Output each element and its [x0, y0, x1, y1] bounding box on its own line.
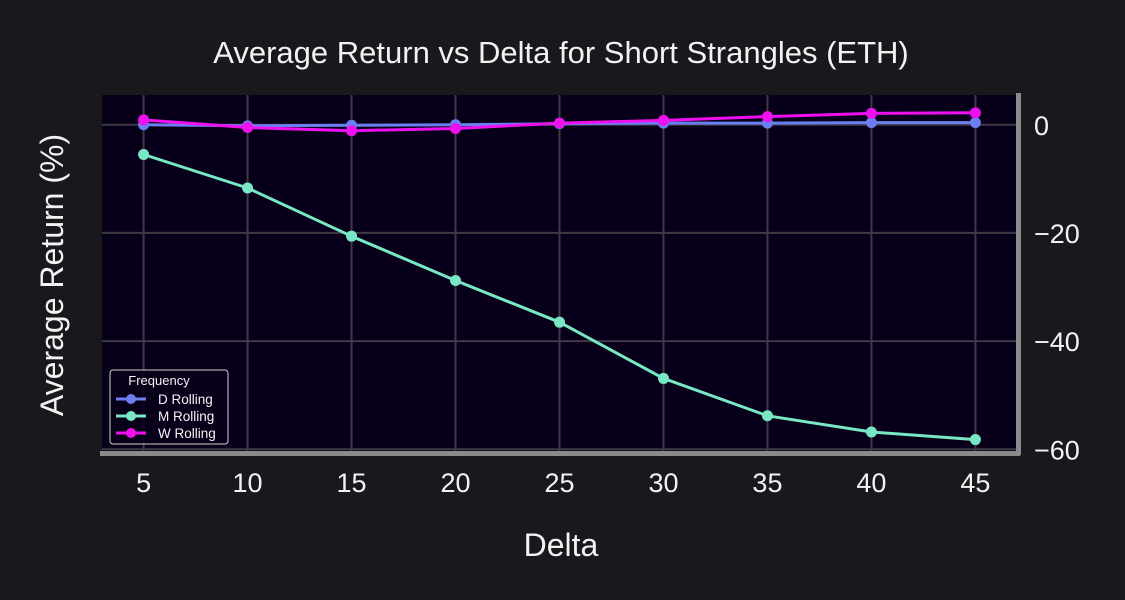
y-tick-label: −20 [1034, 219, 1080, 249]
data-point [761, 111, 773, 123]
data-point [657, 114, 669, 126]
data-point [865, 426, 877, 438]
data-point [657, 372, 669, 384]
legend-label: D Rolling [158, 392, 213, 407]
x-tick-label: 20 [440, 468, 470, 498]
data-point [761, 410, 773, 422]
x-tick-label: 40 [856, 468, 886, 498]
data-point [554, 117, 565, 129]
data-point [450, 275, 462, 287]
legend-item: D Rolling [116, 392, 213, 407]
y-tick-label: 0 [1034, 111, 1049, 141]
legend-title: Frequency [128, 373, 190, 388]
data-point [346, 230, 358, 242]
y-tick-label: −40 [1034, 327, 1080, 357]
data-point [138, 114, 150, 126]
x-axis-label: Delta [524, 527, 599, 563]
data-point [346, 125, 358, 137]
axes-spines [100, 93, 1021, 456]
x-tick-label: 10 [233, 468, 263, 498]
x-tick-label: 35 [752, 468, 782, 498]
data-point [242, 182, 254, 194]
legend: Frequency D Rolling M Rolling W Rolling [109, 369, 229, 445]
x-tick-label: 25 [544, 468, 574, 498]
data-point [969, 434, 981, 446]
x-tick-label: 5 [136, 468, 151, 498]
legend-label: W Rolling [158, 426, 216, 441]
chart-title: Average Return vs Delta for Short Strang… [213, 35, 909, 70]
data-point [969, 117, 981, 129]
data-point [865, 117, 877, 129]
data-point [450, 123, 462, 135]
x-tick-label: 45 [960, 468, 990, 498]
tick-labels: 5 10 15 20 25 30 35 40 45 0 −20 −40 −60 [136, 111, 1080, 498]
legend-item: M Rolling [116, 409, 214, 424]
data-point [969, 107, 981, 119]
series-lines [138, 107, 981, 446]
legend-marker [126, 394, 136, 404]
series-w-rolling [138, 107, 981, 137]
data-point [242, 121, 254, 133]
grid-lines [102, 95, 1017, 452]
legend-box [109, 369, 229, 445]
legend-item: W Rolling [116, 426, 216, 441]
x-tick-label: 15 [337, 468, 367, 498]
legend-marker [126, 411, 136, 421]
data-point [865, 107, 877, 119]
legend-marker [126, 428, 136, 438]
legend-label: M Rolling [158, 409, 214, 424]
data-point [554, 316, 565, 328]
series-m-rolling [138, 149, 981, 446]
y-axis-label: Average Return (%) [34, 134, 70, 416]
data-point [138, 149, 150, 160]
y-tick-label: −60 [1034, 435, 1080, 465]
x-tick-label: 30 [648, 468, 678, 498]
